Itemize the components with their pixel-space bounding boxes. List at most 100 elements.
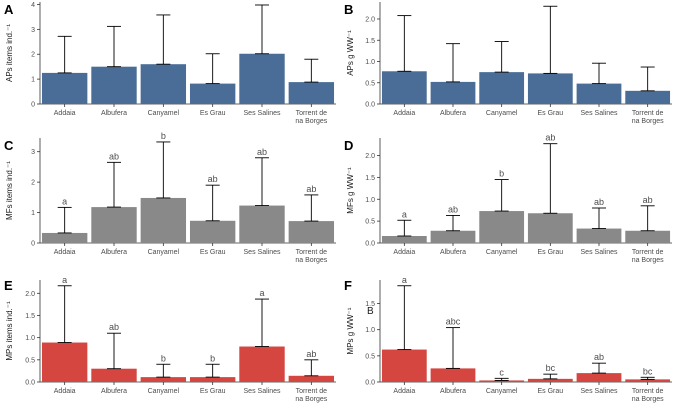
- panel-label: D: [344, 138, 353, 153]
- bar: [189, 377, 236, 382]
- y-tick-label: 0.5: [365, 219, 375, 226]
- bar: [625, 90, 671, 104]
- y-axis-title: APs items ind.⁻¹: [5, 24, 14, 82]
- significance-letter: a: [259, 288, 264, 298]
- y-tick-label: 1: [31, 77, 35, 84]
- x-tick-label: Addaia: [54, 249, 76, 256]
- significance-letter: abc: [446, 317, 461, 327]
- bar: [625, 379, 671, 382]
- x-tick-label: Albufera: [440, 388, 466, 395]
- panel-label: C: [4, 138, 14, 153]
- y-tick-label: 1.0: [25, 335, 35, 342]
- significance-letter: c: [499, 367, 504, 377]
- significance-letter: a: [62, 196, 67, 206]
- y-tick-label: 2.0: [365, 17, 375, 24]
- y-tick-label: 1.0: [365, 327, 375, 334]
- y-tick-label: 2.0: [25, 291, 35, 298]
- bar: [41, 232, 88, 243]
- x-tick-label: Canyamel: [486, 388, 518, 395]
- x-tick-label: Es Grau: [200, 249, 226, 256]
- bar: [381, 349, 427, 382]
- x-tick-label: Canyamel: [148, 249, 180, 256]
- y-tick-label: 3: [31, 27, 35, 34]
- x-tick-label: Albufera: [440, 249, 466, 256]
- x-tick-label: Torrent de: [632, 249, 664, 256]
- panel-annotation: B: [367, 306, 374, 317]
- y-tick-label: 1.0: [365, 59, 375, 66]
- significance-letter: bc: [546, 363, 556, 373]
- x-tick-label: Canyamel: [148, 388, 180, 395]
- y-tick-label: 0.0: [25, 380, 35, 387]
- significance-letter: ab: [643, 195, 653, 205]
- x-tick-label-line2: na Borges: [295, 118, 327, 125]
- x-tick-label: Albufera: [101, 249, 127, 256]
- y-axis-title: MFs g WW⁻¹: [346, 167, 355, 214]
- bar: [140, 377, 187, 382]
- bar: [91, 368, 137, 382]
- bar: [189, 83, 236, 104]
- bar: [576, 83, 622, 104]
- panel-label: B: [344, 2, 353, 17]
- x-tick-label: Albufera: [101, 388, 127, 395]
- significance-letter: a: [402, 275, 407, 285]
- bar: [288, 221, 335, 243]
- significance-letter: ab: [257, 147, 267, 157]
- significance-letter: b: [161, 353, 166, 363]
- panel-label: F: [344, 278, 352, 293]
- bar: [527, 213, 573, 243]
- significance-letter: bc: [643, 366, 653, 376]
- bar: [239, 205, 285, 243]
- x-tick-label: Addaia: [393, 388, 415, 395]
- y-tick-label: 1: [31, 210, 35, 217]
- x-tick-label: Ses Salines: [581, 249, 618, 256]
- bar: [91, 66, 137, 104]
- panel-E: E MPs items ind.⁻¹ 0.0 0.5 1.0 1.5 2.0 a Addaia a…: [4, 275, 336, 403]
- y-tick-label: 0.0: [365, 380, 375, 387]
- significance-letter: ab: [306, 349, 316, 359]
- x-tick-label: Es Grau: [537, 110, 563, 117]
- y-axis-title: MPs g WW⁻¹: [346, 307, 355, 354]
- y-tick-label: 0.5: [25, 357, 35, 364]
- x-tick-label: Albufera: [440, 110, 466, 117]
- significance-letter: ab: [109, 322, 119, 332]
- panel-label: A: [4, 2, 14, 17]
- x-tick-label: Albufera: [101, 110, 127, 117]
- bar: [576, 228, 622, 243]
- y-axis-title: MPs items ind.⁻¹: [5, 301, 14, 361]
- x-tick-label: Es Grau: [200, 110, 226, 117]
- panel-D: D MFs g WW⁻¹ 0.0 0.5 1.0 1.5 2.0 a Addaia ab Albuf…: [344, 133, 672, 264]
- bar: [41, 72, 88, 104]
- x-tick-label: Ses Salines: [244, 388, 281, 395]
- y-tick-label: 4: [31, 2, 35, 9]
- bar: [527, 378, 573, 382]
- bar: [140, 197, 187, 243]
- panel-A: A APs items ind.⁻¹ 0 1 2 3 4 Addaia Albufera Cany…: [4, 2, 336, 125]
- y-tick-label: 0: [31, 102, 35, 109]
- x-tick-label: Addaia: [54, 388, 76, 395]
- x-tick-label: Ses Salines: [244, 249, 281, 256]
- significance-letter: ab: [306, 184, 316, 194]
- bar: [479, 72, 525, 104]
- bar: [239, 53, 285, 104]
- x-tick-label: Addaia: [393, 249, 415, 256]
- y-tick-label: 0.5: [365, 353, 375, 360]
- bar: [239, 346, 285, 382]
- x-tick-label-line2: na Borges: [295, 257, 327, 264]
- bar: [288, 82, 335, 104]
- panel-C: C MFs items ind.⁻¹ 0 1 2 3 a Addaia ab Albufera b C…: [4, 131, 336, 264]
- x-tick-label: Addaia: [54, 110, 76, 117]
- y-tick-label: 0.0: [365, 102, 375, 109]
- y-tick-label: 0: [31, 241, 35, 248]
- x-tick-label: Ses Salines: [581, 110, 618, 117]
- bar: [430, 368, 476, 382]
- x-tick-label: Es Grau: [537, 388, 563, 395]
- x-tick-label: Ses Salines: [244, 110, 281, 117]
- significance-letter: ab: [594, 197, 604, 207]
- x-tick-label: Torrent de: [296, 249, 328, 256]
- bar: [140, 64, 187, 104]
- significance-letter: ab: [208, 174, 218, 184]
- panel-B: B APs g WW⁻¹ 0.0 0.5 1.0 1.5 2.0 Addaia Albufera…: [344, 2, 672, 125]
- bar: [189, 220, 236, 243]
- significance-letter: b: [210, 353, 215, 363]
